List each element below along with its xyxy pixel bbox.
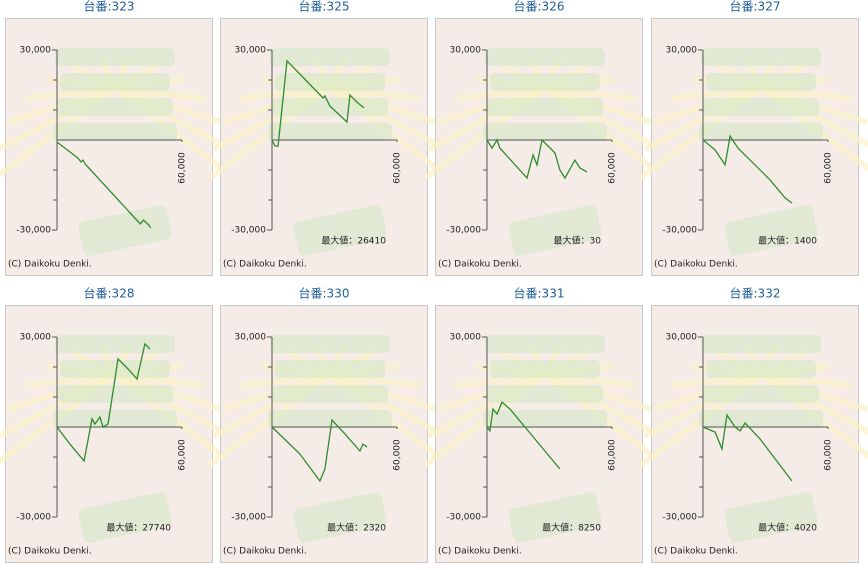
decor [508, 205, 602, 256]
decor [57, 98, 173, 116]
decor [487, 98, 603, 116]
x-tick-label: 60,000 [824, 439, 834, 471]
max-annotation: 最大値：30 [554, 235, 602, 247]
copyright: (C) Daikoku Denki. [8, 260, 92, 270]
x-tick-label: 60,000 [608, 439, 618, 471]
max-annotation: 最大値：27740 [106, 522, 171, 534]
y-tick-label: -30,000 [446, 226, 481, 236]
decor [268, 123, 392, 141]
decor [60, 360, 170, 378]
decor [508, 492, 602, 543]
data-line [271, 418, 368, 483]
copyright: (C) Daikoku Denki. [223, 260, 307, 270]
chart-title: 台番:332 [730, 286, 781, 301]
data-line [486, 138, 588, 180]
decor [485, 335, 605, 353]
decor [53, 410, 177, 428]
decor [701, 48, 821, 66]
decor [724, 492, 818, 543]
x-tick-label: 60,000 [178, 152, 188, 184]
y-tick-label: 30,000 [666, 333, 698, 343]
y-tick-label: 30,000 [20, 333, 52, 343]
y-tick-label: -30,000 [446, 513, 481, 523]
max-annotation: 最大値：26410 [321, 235, 386, 247]
chart-title: 台番:327 [730, 0, 781, 14]
chart-title: 台番:326 [514, 0, 565, 14]
decor [53, 123, 177, 141]
decor [275, 360, 385, 378]
y-tick-label: 30,000 [450, 46, 482, 56]
decor [293, 492, 387, 543]
decor [293, 205, 387, 256]
max-annotation: 最大値：2320 [327, 522, 386, 534]
data-line [56, 141, 152, 229]
decor [268, 410, 392, 428]
x-tick-label: 60,000 [608, 152, 618, 184]
decor [60, 73, 170, 91]
decor [483, 123, 607, 141]
decor [724, 205, 818, 256]
x-tick-label: 60,000 [178, 439, 188, 471]
decor [485, 48, 605, 66]
y-tick-label: 30,000 [450, 333, 482, 343]
max-annotation: 最大値：4020 [758, 522, 817, 534]
y-tick-label: 30,000 [235, 333, 267, 343]
decor [272, 385, 388, 403]
decor [706, 73, 816, 91]
data-line [702, 413, 793, 482]
y-tick-label: 30,000 [20, 46, 52, 56]
copyright: (C) Daikoku Denki. [438, 260, 522, 270]
decor [275, 73, 385, 91]
decor [270, 335, 390, 353]
y-tick-label: -30,000 [662, 513, 697, 523]
y-tick-label: 30,000 [666, 46, 698, 56]
data-line [702, 134, 793, 204]
chart-title: 台番:328 [84, 286, 135, 301]
decor [57, 385, 173, 403]
decor [699, 123, 823, 141]
chart-title: 台番:323 [84, 0, 135, 14]
decor [701, 335, 821, 353]
decor [78, 205, 172, 256]
x-tick-label: 60,000 [393, 439, 403, 471]
y-tick-label: -30,000 [231, 226, 266, 236]
copyright: (C) Daikoku Denki. [654, 260, 738, 270]
copyright: (C) Daikoku Denki. [223, 547, 307, 557]
decor [55, 335, 175, 353]
max-annotation: 最大値：8250 [542, 522, 601, 534]
chart-title: 台番:325 [299, 0, 350, 14]
decor [78, 492, 172, 543]
decor [703, 385, 819, 403]
x-tick-label: 60,000 [393, 152, 403, 184]
data-line [56, 342, 151, 463]
decor [55, 48, 175, 66]
copyright: (C) Daikoku Denki. [438, 547, 522, 557]
decor [487, 385, 603, 403]
decor [706, 360, 816, 378]
decor [490, 73, 600, 91]
y-tick-label: -30,000 [662, 226, 697, 236]
x-tick-label: 60,000 [824, 152, 834, 184]
copyright: (C) Daikoku Denki. [8, 547, 92, 557]
max-annotation: 最大値：1400 [758, 235, 817, 247]
decor [490, 360, 600, 378]
y-tick-label: 30,000 [235, 46, 267, 56]
y-tick-label: -30,000 [231, 513, 266, 523]
chart-title: 台番:330 [299, 286, 350, 301]
decor [270, 48, 390, 66]
decor [699, 410, 823, 428]
decor [703, 98, 819, 116]
data-line [271, 59, 365, 147]
data-line [486, 401, 561, 470]
y-tick-label: -30,000 [16, 226, 51, 236]
copyright: (C) Daikoku Denki. [654, 547, 738, 557]
y-tick-label: -30,000 [16, 513, 51, 523]
decor [483, 410, 607, 428]
chart-title: 台番:331 [514, 286, 565, 301]
